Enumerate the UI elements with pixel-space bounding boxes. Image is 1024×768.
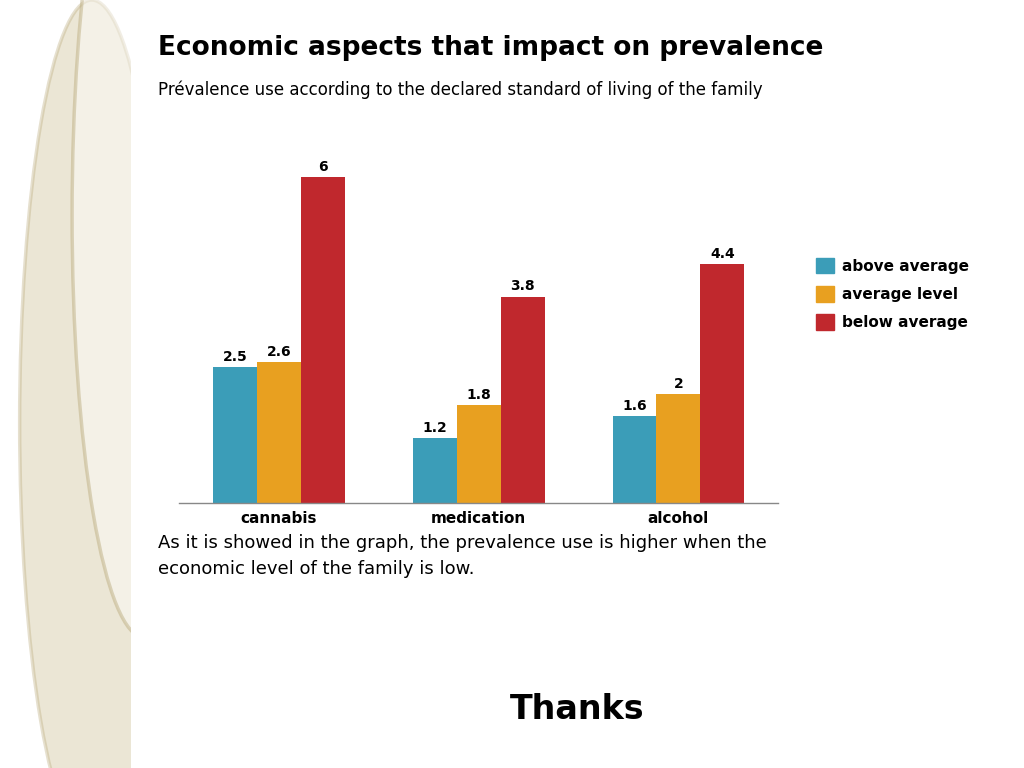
Text: 3.8: 3.8: [510, 280, 535, 293]
Bar: [612, 416, 656, 503]
Text: 6: 6: [318, 160, 328, 174]
Bar: [301, 177, 345, 503]
Text: Prévalence use according to the declared standard of living of the family: Prévalence use according to the declared…: [158, 81, 763, 99]
Bar: [213, 367, 257, 503]
Circle shape: [72, 0, 216, 637]
Text: 4.4: 4.4: [710, 247, 734, 261]
Circle shape: [19, 0, 164, 768]
Text: Thanks: Thanks: [510, 693, 645, 726]
Bar: [501, 296, 545, 503]
Text: 2: 2: [674, 377, 683, 391]
Text: Economic aspects that impact on prevalence: Economic aspects that impact on prevalen…: [158, 35, 823, 61]
Legend: above average, average level, below average: above average, average level, below aver…: [810, 252, 975, 336]
Text: 2.5: 2.5: [223, 350, 248, 364]
Text: As it is showed in the graph, the prevalence use is higher when the
economic lev: As it is showed in the graph, the preval…: [158, 534, 767, 578]
Text: 1.2: 1.2: [423, 421, 447, 435]
Text: 1.8: 1.8: [466, 388, 492, 402]
Bar: [656, 395, 700, 503]
Text: 1.6: 1.6: [623, 399, 647, 413]
Bar: [257, 362, 301, 503]
Bar: [457, 406, 501, 503]
Text: 2.6: 2.6: [266, 345, 292, 359]
Bar: [413, 438, 457, 503]
Bar: [700, 264, 744, 503]
